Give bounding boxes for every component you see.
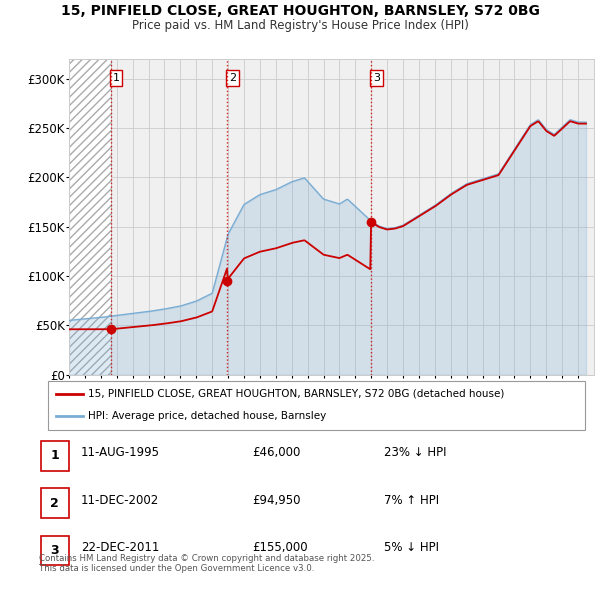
FancyBboxPatch shape (41, 536, 68, 565)
Text: 2: 2 (229, 73, 236, 83)
Text: 3: 3 (373, 73, 380, 83)
Text: 22-DEC-2011: 22-DEC-2011 (81, 541, 160, 554)
Text: 1: 1 (50, 450, 59, 463)
Text: 5% ↓ HPI: 5% ↓ HPI (384, 541, 439, 554)
Text: 2: 2 (50, 497, 59, 510)
Text: £46,000: £46,000 (252, 447, 301, 460)
Text: Contains HM Land Registry data © Crown copyright and database right 2025.
This d: Contains HM Land Registry data © Crown c… (39, 554, 374, 573)
Text: 23% ↓ HPI: 23% ↓ HPI (384, 447, 446, 460)
FancyBboxPatch shape (41, 489, 68, 517)
Text: £94,950: £94,950 (252, 494, 301, 507)
FancyBboxPatch shape (48, 381, 585, 430)
Bar (69, 59, 110, 375)
Text: HPI: Average price, detached house, Barnsley: HPI: Average price, detached house, Barn… (88, 411, 326, 421)
Text: £155,000: £155,000 (252, 541, 308, 554)
Text: 11-AUG-1995: 11-AUG-1995 (81, 447, 160, 460)
Text: 15, PINFIELD CLOSE, GREAT HOUGHTON, BARNSLEY, S72 0BG (detached house): 15, PINFIELD CLOSE, GREAT HOUGHTON, BARN… (88, 389, 505, 399)
Text: 15, PINFIELD CLOSE, GREAT HOUGHTON, BARNSLEY, S72 0BG: 15, PINFIELD CLOSE, GREAT HOUGHTON, BARN… (61, 4, 539, 18)
Text: 1: 1 (112, 73, 119, 83)
Text: 3: 3 (50, 544, 59, 557)
Text: Price paid vs. HM Land Registry's House Price Index (HPI): Price paid vs. HM Land Registry's House … (131, 19, 469, 32)
FancyBboxPatch shape (41, 441, 68, 470)
Text: 7% ↑ HPI: 7% ↑ HPI (384, 494, 439, 507)
Text: 11-DEC-2002: 11-DEC-2002 (81, 494, 159, 507)
